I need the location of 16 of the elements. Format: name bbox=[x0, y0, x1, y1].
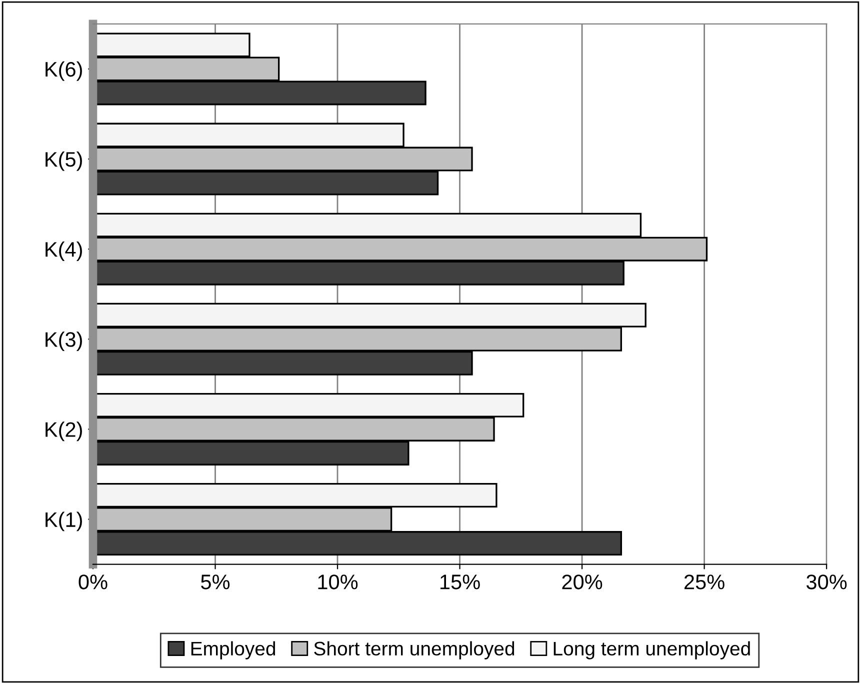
legend-label: Employed bbox=[191, 641, 276, 660]
y-tick-label: K(3) bbox=[46, 332, 82, 352]
x-tick-label: 15% bbox=[440, 574, 480, 590]
x-tick-label: 0% bbox=[78, 574, 108, 590]
x-tick-label: 5% bbox=[201, 574, 230, 590]
x-tick-label: 20% bbox=[562, 574, 602, 590]
legend-label: Long term unemployed bbox=[554, 641, 750, 660]
y-tick-label: K(2) bbox=[46, 422, 82, 442]
legend-label: Short term unemployed bbox=[314, 641, 514, 660]
y-tick-label: K(6) bbox=[46, 61, 82, 81]
y-tick-label: K(5) bbox=[46, 151, 82, 171]
y-tick-label: K(1) bbox=[46, 512, 82, 532]
x-tick-label: 25% bbox=[684, 574, 724, 590]
x-tick-label: 10% bbox=[318, 574, 358, 590]
y-tick-label: K(4) bbox=[46, 242, 82, 261]
x-tick-label: 30% bbox=[806, 574, 847, 590]
